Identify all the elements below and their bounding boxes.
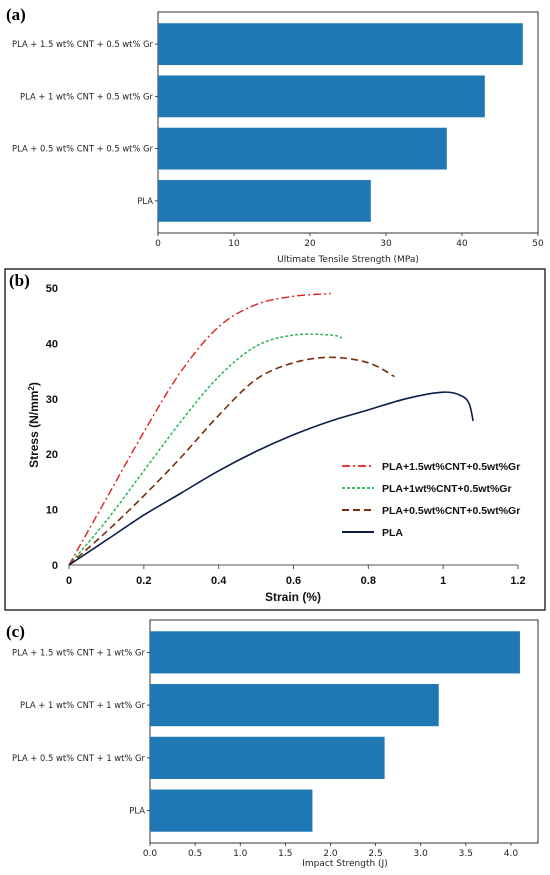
panel-b-y-tick-label-2: 20 xyxy=(46,449,58,461)
panel-c-x-tick-label-6: 3.0 xyxy=(414,849,429,859)
panel-a-x-tick-label-0: 0 xyxy=(155,239,161,249)
panel-c-x-axis-title: Impact Strength (J) xyxy=(302,859,387,869)
panel-b-x-tick-label-1: 0.2 xyxy=(136,575,151,587)
panel-b-legend-label-0: PLA+1.5wt%CNT+0.5wt%Gr xyxy=(382,461,520,473)
panel-b-x-tick-label-3: 0.6 xyxy=(286,575,301,587)
panel-c-bar-0 xyxy=(150,631,520,674)
panel-b-x-tick-label-2: 0.4 xyxy=(211,575,227,587)
panel-a-category-label-0: PLA + 1.5 wt% CNT + 0.5 wt% Gr xyxy=(12,39,154,49)
panel-a-x-tick-label-2: 20 xyxy=(304,239,316,249)
panel-c-x-tick-label-2: 1.0 xyxy=(233,849,248,859)
panel-b-y-tick-label-4: 40 xyxy=(46,338,58,350)
panel-b-y-tick-label-0: 0 xyxy=(52,560,58,572)
panel-a-label: (a) xyxy=(6,5,26,24)
panel-a-category-label-3: PLA xyxy=(137,196,153,206)
panel-c-x-tick-label-7: 3.5 xyxy=(459,849,473,859)
panel-c-label: (c) xyxy=(6,622,25,641)
panel-b-legend: PLA+1.5wt%CNT+0.5wt%Gr PLA+1wt%CNT+0.5wt%… xyxy=(342,461,520,539)
panel-a-x-axis-title: Ultimate Tensile Strength (MPa) xyxy=(277,255,419,265)
panel-c-bar-1 xyxy=(150,684,439,727)
panel-a-bar-3 xyxy=(158,179,371,222)
panel-a-plot-frame xyxy=(157,11,539,234)
panel-a-bar-1 xyxy=(158,75,485,118)
panel-b-x-tick-label-5: 1 xyxy=(440,575,446,587)
panel-a-x-tick-label-1: 10 xyxy=(228,239,240,249)
panel-c-x-tick-label-0: 0.0 xyxy=(143,849,158,859)
panel-b-legend-label-1: PLA+1wt%CNT+0.5wt%Gr xyxy=(382,483,512,495)
panel-a-tensile-bar-chart: (a) 0 10 20 30 40 50 PLA + 1.5 wt% CNT + 0.5 … xyxy=(6,5,544,265)
panel-c-impact-bar-chart: (c) 0.0 0.5 1.0 1.5 2.0 2.5 3.0 3.5 4.0 PLA + 1.… xyxy=(6,619,539,869)
panel-b-y-tick-label-1: 10 xyxy=(46,505,58,517)
panel-a-x-tick-label-4: 40 xyxy=(456,239,468,249)
panel-b-x-tick-label-4: 0.8 xyxy=(361,575,376,587)
panel-a-category-label-2: PLA + 0.5 wt% CNT + 0.5 wt% Gr xyxy=(12,144,154,154)
panel-c-bar-3 xyxy=(150,789,313,832)
panel-b-y-axis-title: Stress (N/mm2) xyxy=(27,382,41,468)
panel-c-plot-frame xyxy=(149,619,539,844)
panel-c-x-tick-label-3: 1.5 xyxy=(278,849,292,859)
panel-b-x-axis-title: Strain (%) xyxy=(265,590,321,604)
panel-b-series-line-2 xyxy=(68,356,395,566)
panel-c-category-label-0: PLA + 1.5 wt% CNT + 1 wt% Gr xyxy=(12,647,146,657)
panel-b-series-line-1 xyxy=(68,333,343,566)
panel-c-x-tick-label-8: 4.0 xyxy=(504,849,519,859)
panel-b-x-tick-label-6: 1.2 xyxy=(510,575,525,587)
panel-c-category-label-1: PLA + 1 wt% CNT + 1 wt% Gr xyxy=(20,700,146,710)
panel-c-category-label-3: PLA xyxy=(129,806,145,816)
panel-c-category-label-2: PLA + 0.5 wt% CNT + 1 wt% Gr xyxy=(12,753,146,763)
panel-a-category-label-1: PLA + 1 wt% CNT + 0.5 wt% Gr xyxy=(20,91,154,101)
panel-b-stress-strain-chart: (b) 0 0.2 0.4 0.6 0.8 1 1.2 0 10 20 30 40 50 Strain … xyxy=(4,268,546,611)
panel-b-x-tick-label-0: 0 xyxy=(66,575,72,587)
panel-b-frame xyxy=(4,268,546,611)
panel-a-x-tick-label-3: 30 xyxy=(380,239,392,249)
panel-b-y-tick-label-5: 50 xyxy=(46,283,58,295)
panel-c-x-tick-label-1: 0.5 xyxy=(188,849,202,859)
panel-c-bar-2 xyxy=(150,736,385,779)
panel-b-series-line-0 xyxy=(68,292,331,566)
panel-b-legend-label-2: PLA+0.5wt%CNT+0.5wt%Gr xyxy=(382,505,520,517)
panel-a-bar-2 xyxy=(158,127,447,170)
panel-b-series-line-3 xyxy=(68,391,474,566)
panel-b-y-tick-label-3: 30 xyxy=(46,394,58,406)
panel-c-x-tick-label-5: 2.5 xyxy=(368,849,382,859)
panel-b-legend-label-3: PLA xyxy=(382,527,403,539)
panel-c-x-tick-label-4: 2.0 xyxy=(323,849,338,859)
panel-a-x-tick-label-5: 50 xyxy=(532,239,544,249)
panel-b-label: (b) xyxy=(9,271,30,290)
panel-a-bar-0 xyxy=(158,23,523,66)
